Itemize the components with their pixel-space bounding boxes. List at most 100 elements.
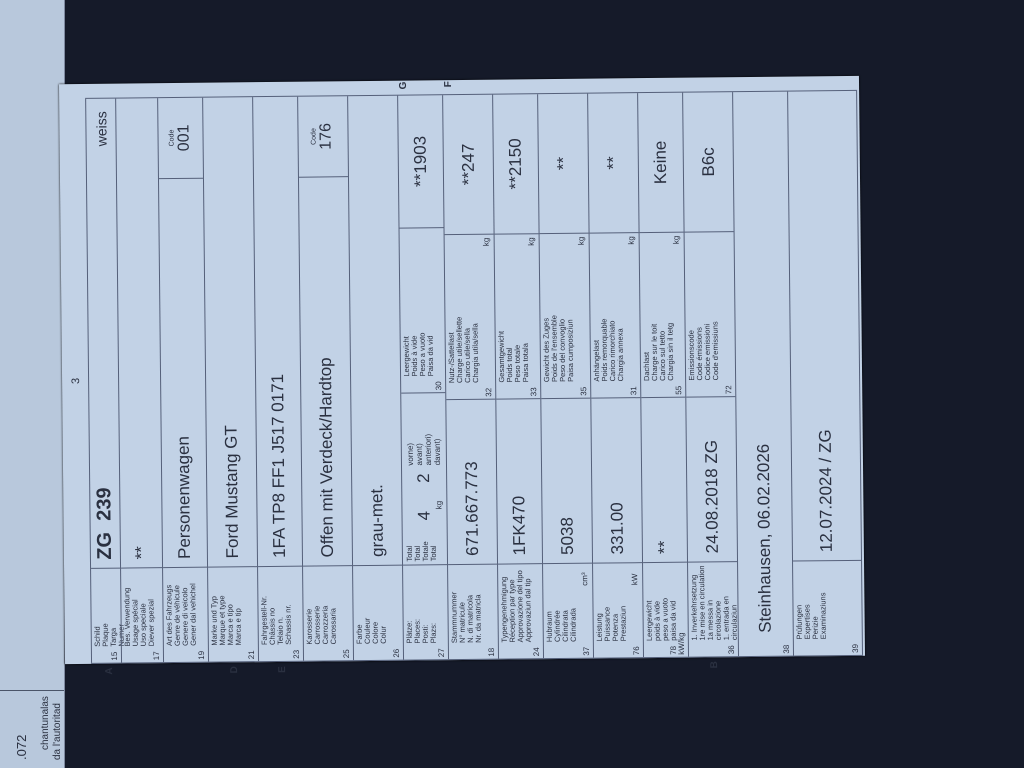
table-cell: Fahrgestell-Nr. Châssis no Telaio n. Schass… (259, 596, 301, 645)
field-text: Approvaziun dal tip (523, 578, 533, 643)
registration-table: 15 Schild Plaque Targa Numer A ZG 239 weiss 17 Be… (85, 81, 864, 675)
field-text: 55 (674, 385, 684, 395)
field-label: 26 Farbe Couleur Colore Colur (353, 564, 404, 661)
field-label: 55 Dachlast Charge sur le toit Carico sul t… (639, 231, 686, 398)
field-value: B6c (698, 147, 718, 177)
field-text: ZG (93, 531, 116, 560)
field-text: F (442, 81, 455, 88)
section-letter: D (228, 666, 240, 674)
field-label: 18 Stammnummer N° matricule N. di matricola… (448, 563, 499, 660)
field-text: B (708, 661, 720, 669)
field-label: 31 Anhängelast Poids remorquable Carico rim… (589, 232, 641, 398)
field-text: 001 (174, 124, 193, 152)
field-text: Paisa totala (520, 343, 531, 383)
seats-total: 4 (414, 510, 434, 521)
field-text: 39 (850, 643, 860, 653)
table-cell: Typengenehmigung Réception par type Approv… (499, 570, 541, 643)
plate-canton: ZG 239 (87, 159, 120, 568)
field-text: 27 (436, 648, 447, 658)
field-label: 35 Gewicht des Zuges Poids de l'ensemble Pe… (539, 232, 591, 399)
field-text: 26 (391, 648, 402, 658)
field-value: Offen mit Verdeck/Hardtop (315, 357, 337, 558)
field-label: 36 1. Inverkehrsetzung 1re mise en circula… (688, 561, 739, 657)
field-text: Examinaziuns (818, 592, 828, 640)
table-cell: Karosserie Carrosserie Carrozzeria Carossar… (304, 605, 350, 645)
field-text: Marca e tip (233, 608, 243, 646)
field-label: 30 Leergewicht Poids à vide Peso a vuoto Pai… (399, 227, 446, 393)
table-cell: Leistung Puissance Potenza Prestaziun (595, 606, 640, 642)
field-value: Ford Mustang GT (221, 425, 242, 559)
table-cell: vorne) avant) anteriori) davant) (406, 434, 442, 466)
field-label: 39 Prüfungen Expertises Perizie Examinaziuns (793, 559, 863, 656)
field-text: 33 (529, 387, 539, 397)
field-text: anteriori) (423, 433, 433, 466)
field-label: 24 Typengenehmigung Réception par type Appr… (498, 563, 544, 659)
field-value: **247 (458, 143, 478, 186)
section-letter: A (103, 667, 115, 675)
field-row-18: 18 Stammnummer N° matricule N. di matricola… (442, 81, 499, 660)
field-row-17: 17 Bes. Verwendung Usage spécial Uso specia… (115, 98, 164, 663)
table-cell: Gesamtgewicht Poids total Peso totale Paisa… (497, 331, 539, 383)
field-text: vorne) (405, 442, 415, 466)
field-text: 31 (629, 386, 639, 396)
table-cell: Bes. Verwendung Usage spécial Uso speciale… (122, 587, 161, 647)
field-text: Schassis nr. (283, 604, 293, 645)
field-value: Personenwagen (173, 435, 194, 560)
field-text: kW (630, 573, 640, 586)
table-cell: Stammnummer N° matricule N. di matricola Nr… (449, 591, 496, 643)
field-row-27: 27 Plätze: Places: Posti: Plazs: Total Total To… (397, 82, 449, 660)
field-text: kg (671, 235, 681, 245)
field-value: **2150 (505, 138, 526, 190)
table-cell: Prüfungen Expertises Perizie Examinaziuns (794, 592, 859, 640)
code-box: Code 001 (158, 97, 203, 180)
field-text: Paisa da vid (425, 335, 436, 377)
field-value: 1FK470 (496, 398, 543, 564)
field-value: 331.00 (591, 397, 643, 563)
field-text: G (397, 81, 410, 90)
field-text: davant) (432, 438, 442, 466)
vehicle-registration-document: 3 15 Schild Plaque Targa Numer A ZG 239 weiss 17… (58, 75, 866, 675)
table-cell: Marke und Typ Marque et type Marca e tipo M… (209, 595, 256, 646)
page-text: da l'autoritad (52, 703, 63, 760)
field-text: 239 (93, 487, 116, 521)
field-text: 76 (631, 646, 641, 656)
field-text: 36 (726, 645, 736, 655)
field-value: ** (131, 546, 151, 560)
empty-weight: **1903 (410, 135, 431, 188)
field-text: 30 (434, 381, 444, 391)
field-text: 23 (291, 649, 302, 659)
field-label: 23 Fahrgestell-Nr. Châssis no Telaio n. Scha… (258, 565, 304, 662)
field-text: Carossaria (328, 608, 338, 645)
field-text: 37 (581, 646, 591, 656)
field-text: 32 (484, 387, 494, 397)
field-text: 15 (109, 651, 120, 661)
field-text: Chargia utila/sella (470, 323, 481, 383)
field-text: kg (434, 500, 444, 510)
field-row-24: 24 Typengenehmigung Réception par type Appr… (492, 94, 544, 659)
plate-color: weiss (92, 111, 110, 147)
page-text: chantunalas (40, 696, 51, 750)
field-text: Cilindrada (568, 608, 578, 642)
field-text: kg (576, 236, 586, 246)
field-label: 33 Gesamtgewicht Poids total Peso totale Pai… (494, 233, 541, 399)
field-text: avant) (414, 443, 424, 466)
field-text: Nr. da matricla (473, 594, 483, 643)
field-label: 25 Karosserie Carrosserie Carrozzeria Caross… (303, 565, 354, 661)
field-text: kg (626, 236, 636, 245)
field-text: 21 (246, 650, 257, 660)
field-value: 671.667.773 (446, 398, 498, 565)
field-text: Prestaziun (618, 605, 628, 642)
field-label: 78 kW/kg Leergewicht poids à vide peso a vu… (643, 561, 689, 658)
field-text: 72 (724, 385, 734, 395)
field-row-37: 37 Hubraum Cylindrée Cilindrata Cilindrada cm… (537, 93, 594, 659)
table-cell: 30 Leergewicht Poids à vide Peso a vuoto Pai… (398, 82, 446, 509)
table-cell: Gewicht des Zuges Poids de l'ensemble Peso… (541, 315, 588, 382)
table-cell: Emissionscode Code émissions Codice emissi… (687, 321, 734, 380)
field-row-36: 36 1. Inverkehrsetzung 1re mise en circula… (682, 92, 739, 668)
adjacent-page: .072 chantunalas da l'autoritad (0, 0, 65, 768)
field-value: ** (641, 396, 688, 563)
field-text: paisa da vid (668, 600, 678, 641)
field-text: Chargia annexa (615, 328, 626, 382)
field-text: Chargia sin il tetg (665, 322, 676, 381)
field-value: ** (603, 156, 623, 170)
